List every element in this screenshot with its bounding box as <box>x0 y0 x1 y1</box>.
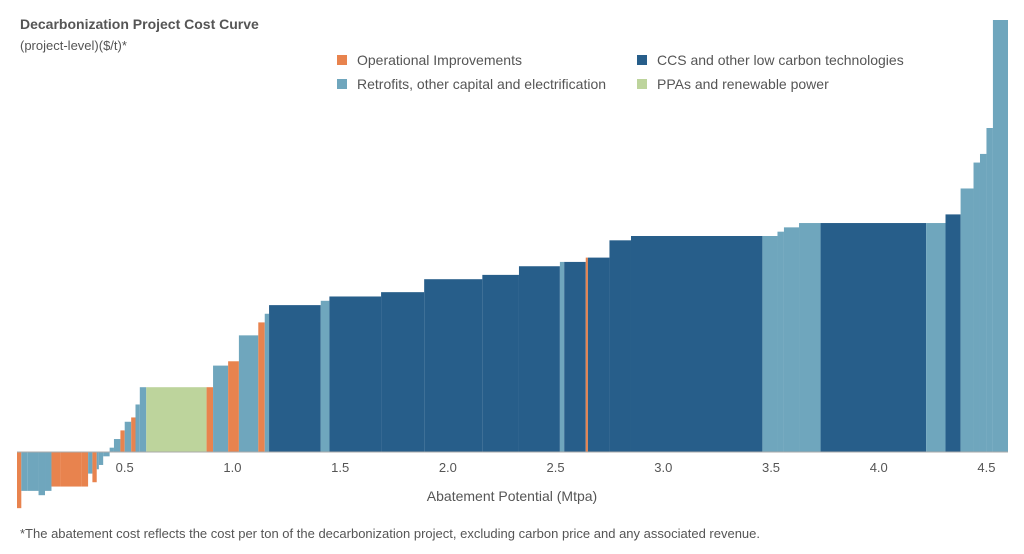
cost-bar-15 <box>120 430 125 452</box>
cost-bar-20 <box>146 387 207 452</box>
legend-label: Operational Improvements <box>357 52 522 68</box>
cost-bar-12 <box>103 452 110 457</box>
cost-bar-51 <box>992 20 1008 452</box>
cost-bar-38 <box>609 240 631 452</box>
cost-bar-0 <box>17 452 22 509</box>
x-tick-label: 4.0 <box>870 460 888 475</box>
cost-bar-32 <box>482 274 519 452</box>
legend-swatch <box>637 79 647 89</box>
cost-bar-43 <box>799 223 821 452</box>
cost-bar-25 <box>258 322 265 452</box>
cost-bar-30 <box>381 292 425 452</box>
cost-bar-2 <box>27 452 39 491</box>
cost-bar-8 <box>88 452 93 474</box>
cost-bar-4 <box>45 452 52 491</box>
x-tick-label: 2.0 <box>439 460 457 475</box>
x-tick-label: 1.0 <box>223 460 241 475</box>
chart-title: Decarbonization Project Cost Curve <box>20 16 259 32</box>
cost-bar-27 <box>269 305 321 452</box>
cost-bar-31 <box>424 279 483 452</box>
legend-item-ccs: CCS and other low carbon technologies <box>637 52 904 68</box>
x-tick-label: 3.0 <box>654 460 672 475</box>
cost-bar-11 <box>98 452 104 465</box>
cost-bar-35 <box>564 261 586 452</box>
cost-bar-33 <box>518 266 560 452</box>
cost-bar-1 <box>21 452 28 491</box>
legend-label: CCS and other low carbon technologies <box>657 52 904 68</box>
cost-bar-44 <box>820 223 927 452</box>
x-tick-label: 3.5 <box>762 460 780 475</box>
x-tick-label: 2.5 <box>547 460 565 475</box>
legend-swatch <box>637 55 647 65</box>
legend-label: PPAs and renewable power <box>657 76 829 92</box>
cost-bar-29 <box>329 296 382 452</box>
cost-bar-22 <box>213 365 229 452</box>
cost-bar-46 <box>945 214 961 452</box>
cost-bar-16 <box>124 421 132 452</box>
cost-bar-50 <box>986 128 993 452</box>
cost-bar-26 <box>264 313 270 452</box>
cost-bar-42 <box>783 227 800 452</box>
legend-swatch <box>337 79 347 89</box>
cost-bar-10 <box>96 452 99 470</box>
x-tick-label: 0.5 <box>116 460 134 475</box>
x-axis: 0.5 1.0 1.5 2.0 2.5 3.0 3.5 4.0 4.5 <box>17 451 1008 475</box>
cost-bar-28 <box>320 300 330 452</box>
chart-subtitle: (project-level)($/t)* <box>20 38 127 53</box>
legend-item-operational: Operational Improvements <box>337 52 522 68</box>
cost-bar-21 <box>206 387 214 452</box>
cost-bar-6 <box>60 452 82 487</box>
cost-bar-9 <box>92 452 97 483</box>
cost-bar-7 <box>81 452 89 487</box>
cost-bar-40 <box>762 236 778 452</box>
bars-group <box>17 20 1008 509</box>
cost-bar-47 <box>960 188 974 453</box>
cost-bar-18 <box>135 404 140 452</box>
cost-bar-17 <box>131 417 136 452</box>
legend-swatch <box>337 55 347 65</box>
cost-bar-45 <box>926 223 946 452</box>
cost-bar-49 <box>979 153 987 453</box>
cost-bar-37 <box>587 257 610 452</box>
x-axis-label: Abatement Potential (Mtpa) <box>426 488 598 504</box>
legend-item-ppas: PPAs and renewable power <box>637 76 829 92</box>
legend-item-retrofits: Retrofits, other capital and electrifica… <box>337 76 606 92</box>
cost-bar-5 <box>51 452 61 487</box>
cost-bar-19 <box>139 387 147 452</box>
cost-bar-3 <box>38 452 45 496</box>
x-tick-label: 4.5 <box>977 460 995 475</box>
cost-bar-39 <box>630 236 763 452</box>
cost-bar-48 <box>973 162 980 452</box>
cost-bar-13 <box>109 447 114 452</box>
cost-bar-41 <box>777 231 784 452</box>
legend-label: Retrofits, other capital and electrifica… <box>357 76 607 92</box>
cost-bar-14 <box>113 439 121 452</box>
cost-bar-24 <box>238 335 259 452</box>
cost-bar-36 <box>585 257 588 452</box>
cost-bar-34 <box>559 261 565 452</box>
footnote: *The abatement cost reflects the cost pe… <box>20 526 760 541</box>
x-tick-label: 1.5 <box>331 460 349 475</box>
cost-bar-23 <box>228 361 239 452</box>
